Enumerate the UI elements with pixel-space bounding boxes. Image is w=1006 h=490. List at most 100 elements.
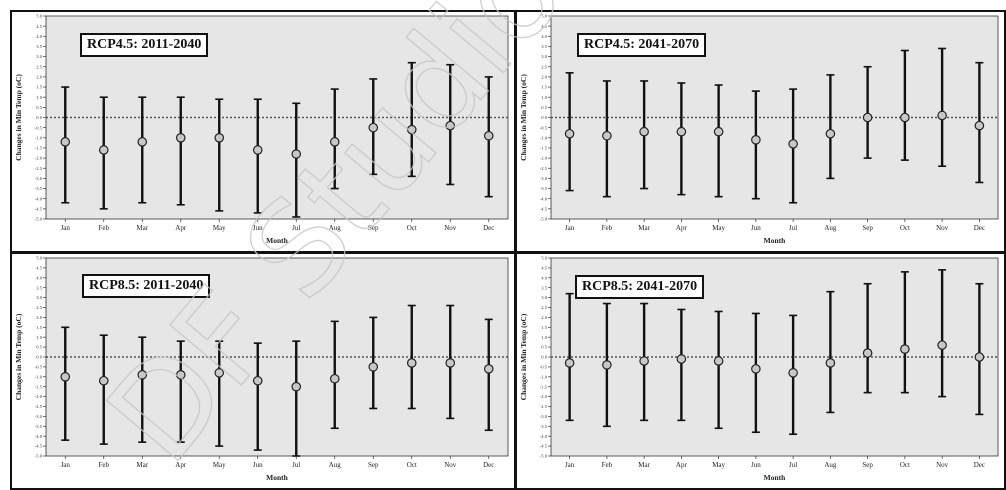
y-tick-label: 3.5 bbox=[36, 44, 42, 49]
mean-point bbox=[602, 360, 612, 370]
mean-point bbox=[329, 137, 340, 147]
mean-point bbox=[751, 135, 761, 145]
y-tick-label: -2.5 bbox=[35, 166, 43, 171]
mean-point bbox=[368, 362, 379, 372]
chart-title: RCP4.5: 2011-2040 bbox=[80, 33, 209, 57]
y-tick-label: -3.5 bbox=[35, 186, 43, 191]
y-tick-label: -1.0 bbox=[540, 135, 548, 140]
y-tick-label: 3.5 bbox=[541, 44, 547, 49]
mean-point bbox=[788, 139, 798, 149]
y-tick-label: -1.0 bbox=[35, 374, 43, 379]
mean-point bbox=[98, 145, 109, 155]
mean-point bbox=[291, 149, 302, 159]
y-tick-label: 2.0 bbox=[36, 315, 42, 320]
y-tick-label: 4.5 bbox=[541, 24, 547, 29]
y-tick-label: 4.0 bbox=[36, 275, 42, 280]
y-tick-label: -2.0 bbox=[35, 156, 43, 161]
y-tick-label: 2.5 bbox=[36, 64, 42, 69]
x-tick-label: Dec bbox=[974, 461, 985, 469]
x-tick-label: Jul bbox=[292, 224, 300, 232]
x-tick-label: Oct bbox=[900, 224, 910, 232]
mean-point bbox=[676, 354, 687, 364]
x-tick-label: Oct bbox=[407, 224, 417, 232]
x-tick-label: Mar bbox=[638, 461, 650, 469]
mean-point bbox=[825, 358, 836, 368]
y-tick-label: -3.0 bbox=[35, 414, 43, 419]
y-tick-label: 0.5 bbox=[541, 105, 547, 110]
mean-point bbox=[368, 122, 379, 133]
y-tick-label: -0.5 bbox=[35, 365, 43, 370]
y-tick-label: -3.0 bbox=[540, 414, 548, 419]
y-tick-label: 5.0 bbox=[541, 14, 547, 19]
x-tick-label: Mar bbox=[136, 461, 148, 469]
x-axis-title: Month bbox=[764, 473, 786, 482]
y-tick-label: 2.0 bbox=[36, 75, 42, 80]
x-tick-label: Jun bbox=[751, 461, 761, 469]
chart-panel-rcp45-2041-2070: 5.0 4.5 4.0 3.5 3.0 2.5 2.0 1.5 1.0 0.5 0.0 -0.5 -1.… bbox=[515, 10, 1006, 253]
mean-point bbox=[60, 137, 71, 147]
y-tick-label: 5.0 bbox=[36, 14, 42, 19]
y-tick-label: -3.5 bbox=[35, 424, 43, 429]
x-axis-title: Month bbox=[764, 236, 786, 245]
x-tick-label: Mar bbox=[638, 224, 650, 232]
y-tick-label: -0.5 bbox=[540, 365, 548, 370]
y-tick-label: -0.5 bbox=[540, 125, 548, 130]
y-tick-label: 3.0 bbox=[541, 295, 547, 300]
mean-point bbox=[137, 370, 148, 380]
mean-point bbox=[602, 130, 612, 141]
mean-point bbox=[974, 352, 985, 362]
y-axis-title: Changes in Min Temp (oC) bbox=[519, 74, 528, 161]
x-tick-label: May bbox=[213, 461, 226, 469]
mean-point bbox=[175, 133, 186, 143]
y-tick-label: -2.5 bbox=[35, 404, 43, 409]
mean-point bbox=[639, 356, 649, 366]
y-tick-label: -3.5 bbox=[540, 186, 548, 191]
y-tick-label: 4.5 bbox=[36, 24, 42, 29]
y-tick-label: 4.0 bbox=[541, 275, 547, 280]
mean-point bbox=[676, 126, 687, 137]
x-tick-label: Jul bbox=[789, 461, 797, 469]
x-tick-label: Jul bbox=[292, 461, 300, 469]
x-tick-label: Feb bbox=[99, 224, 110, 232]
x-tick-label: Jun bbox=[253, 224, 263, 232]
x-tick-label: Jan bbox=[61, 224, 71, 232]
y-tick-label: 1.5 bbox=[36, 85, 42, 90]
chart-panel-rcp85-2041-2070: 5.0 4.5 4.0 3.5 3.0 2.5 2.0 1.5 1.0 0.5 0.0 -0.5 -1.… bbox=[515, 252, 1006, 490]
y-tick-label: 5.0 bbox=[541, 256, 547, 261]
y-axis-title: Changes in Min Temp (oC) bbox=[14, 74, 23, 161]
y-tick-label: 2.0 bbox=[541, 75, 547, 80]
x-tick-label: Oct bbox=[900, 461, 910, 469]
x-tick-label: Feb bbox=[602, 224, 613, 232]
x-tick-label: Jan bbox=[565, 224, 575, 232]
y-tick-label: -4.5 bbox=[540, 444, 548, 449]
mean-point bbox=[252, 145, 263, 155]
x-tick-label: Apr bbox=[676, 224, 688, 232]
y-tick-label: 0.5 bbox=[36, 105, 42, 110]
mean-point bbox=[445, 358, 456, 368]
y-tick-label: 5.0 bbox=[36, 256, 42, 261]
y-tick-label: 0.5 bbox=[541, 345, 547, 350]
y-tick-label: -5.0 bbox=[35, 454, 43, 459]
x-tick-label: Sep bbox=[368, 461, 379, 469]
mean-point bbox=[214, 368, 225, 378]
chart-title: RCP4.5: 2041-2070 bbox=[577, 33, 707, 57]
x-axis-title: Month bbox=[266, 473, 288, 482]
mean-point bbox=[639, 126, 649, 137]
x-tick-label: Dec bbox=[483, 224, 494, 232]
y-tick-label: 3.5 bbox=[36, 285, 42, 290]
x-tick-label: Apr bbox=[175, 224, 187, 232]
y-tick-label: 1.0 bbox=[36, 335, 42, 340]
mean-point bbox=[937, 110, 947, 121]
chart-panel-rcp45-2011-2040: 5.0 4.5 4.0 3.5 3.0 2.5 2.0 1.5 1.0 0.5 0.0 -0.5 -1.… bbox=[10, 10, 516, 253]
x-tick-label: Sep bbox=[368, 224, 379, 232]
y-tick-label: 4.0 bbox=[541, 34, 547, 39]
y-tick-label: -2.0 bbox=[540, 394, 548, 399]
x-tick-label: Aug bbox=[329, 224, 342, 232]
chart-title: RCP8.5: 2041-2070 bbox=[575, 275, 705, 299]
mean-point bbox=[900, 344, 910, 354]
y-tick-label: 0.0 bbox=[36, 115, 42, 120]
x-tick-label: May bbox=[712, 224, 725, 232]
x-tick-label: Aug bbox=[329, 461, 342, 469]
y-tick-label: -4.0 bbox=[35, 434, 43, 439]
mean-point bbox=[751, 364, 761, 374]
